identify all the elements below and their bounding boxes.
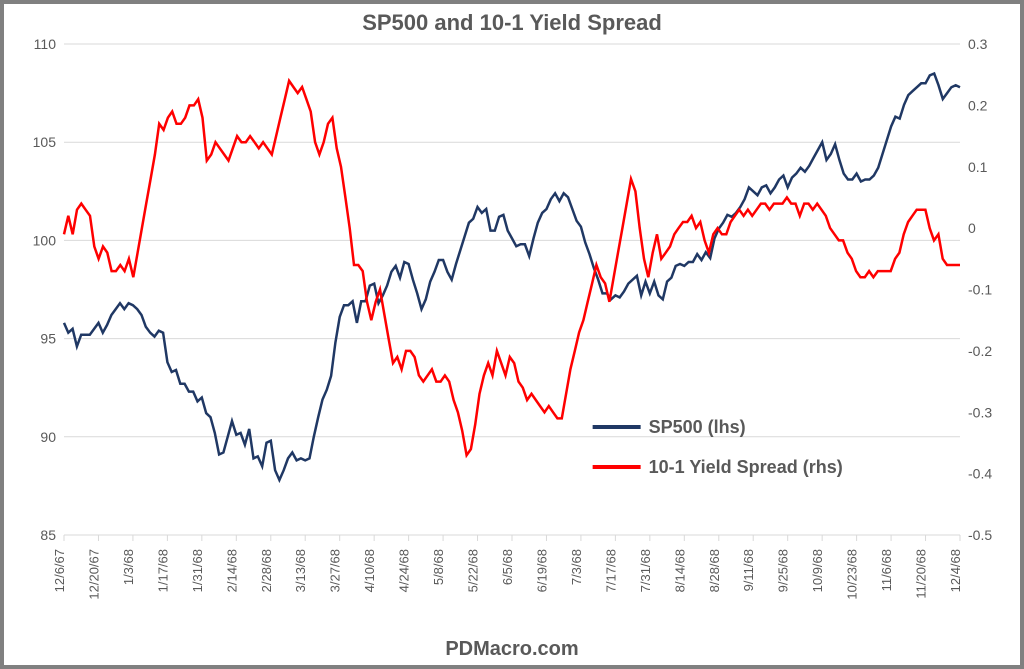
svg-text:10/9/68: 10/9/68: [810, 549, 825, 592]
legend: SP500 (lhs) 10-1 Yield Spread (rhs): [593, 417, 843, 477]
svg-text:3/27/68: 3/27/68: [328, 549, 343, 592]
svg-text:10-1 Yield Spread (rhs): 10-1 Yield Spread (rhs): [649, 457, 843, 477]
svg-text:1/3/68: 1/3/68: [121, 549, 136, 585]
svg-text:7/3/68: 7/3/68: [569, 549, 584, 585]
svg-text:0.1: 0.1: [968, 159, 988, 175]
svg-text:4/10/68: 4/10/68: [362, 549, 377, 592]
svg-text:5/8/68: 5/8/68: [431, 549, 446, 585]
svg-text:1/31/68: 1/31/68: [190, 549, 205, 592]
svg-text:12/4/68: 12/4/68: [948, 549, 963, 592]
svg-text:110: 110: [34, 36, 57, 52]
svg-text:8/28/68: 8/28/68: [707, 549, 722, 592]
svg-text:-0.3: -0.3: [968, 404, 992, 420]
svg-text:105: 105: [33, 134, 57, 150]
svg-text:4/24/68: 4/24/68: [397, 549, 412, 592]
svg-text:-0.2: -0.2: [968, 343, 992, 359]
svg-text:7/31/68: 7/31/68: [638, 549, 653, 592]
svg-text:90: 90: [40, 429, 56, 445]
svg-text:10/23/68: 10/23/68: [845, 549, 860, 600]
svg-text:0: 0: [968, 220, 976, 236]
svg-text:2/14/68: 2/14/68: [224, 549, 239, 592]
chart-title: SP500 and 10-1 Yield Spread: [4, 10, 1020, 36]
svg-text:9/25/68: 9/25/68: [776, 549, 791, 592]
svg-text:100: 100: [33, 232, 57, 248]
svg-text:12/20/67: 12/20/67: [86, 549, 101, 600]
svg-text:-0.5: -0.5: [968, 527, 992, 543]
svg-text:0.3: 0.3: [968, 36, 988, 52]
svg-text:11/20/68: 11/20/68: [914, 549, 929, 599]
svg-text:3/13/68: 3/13/68: [293, 549, 308, 592]
svg-text:95: 95: [40, 331, 56, 347]
svg-text:-0.1: -0.1: [968, 282, 992, 298]
svg-text:8/14/68: 8/14/68: [672, 549, 687, 592]
svg-text:12/6/67: 12/6/67: [52, 549, 67, 592]
chart-footer: PDMacro.com: [4, 638, 1020, 661]
svg-text:2/28/68: 2/28/68: [259, 549, 274, 592]
svg-text:-0.4: -0.4: [968, 466, 992, 482]
svg-text:7/17/68: 7/17/68: [603, 549, 618, 592]
svg-text:0.2: 0.2: [968, 97, 988, 113]
svg-text:11/6/68: 11/6/68: [879, 549, 894, 591]
svg-text:5/22/68: 5/22/68: [466, 549, 481, 592]
svg-text:6/19/68: 6/19/68: [534, 549, 549, 592]
svg-text:SP500 (lhs): SP500 (lhs): [649, 417, 746, 437]
chart-svg: 859095100105110-0.5-0.4-0.3-0.2-0.100.10…: [64, 44, 960, 535]
svg-text:6/5/68: 6/5/68: [500, 549, 515, 585]
svg-text:1/17/68: 1/17/68: [155, 549, 170, 592]
plot-area: 859095100105110-0.5-0.4-0.3-0.2-0.100.10…: [64, 44, 960, 535]
chart-container: SP500 and 10-1 Yield Spread 859095100105…: [0, 0, 1024, 669]
svg-text:85: 85: [40, 527, 56, 543]
svg-text:9/11/68: 9/11/68: [741, 549, 756, 591]
